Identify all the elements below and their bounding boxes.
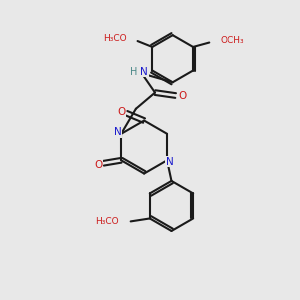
Text: N: N [140,67,148,77]
Text: O: O [117,107,125,117]
Text: OCH₃: OCH₃ [220,36,244,45]
Text: H₃CO: H₃CO [103,34,126,43]
Text: H₃CO: H₃CO [95,217,118,226]
Text: H: H [130,67,137,77]
Text: N: N [166,157,173,167]
Text: O: O [94,160,102,170]
Text: O: O [178,91,186,100]
Text: N: N [114,127,122,137]
